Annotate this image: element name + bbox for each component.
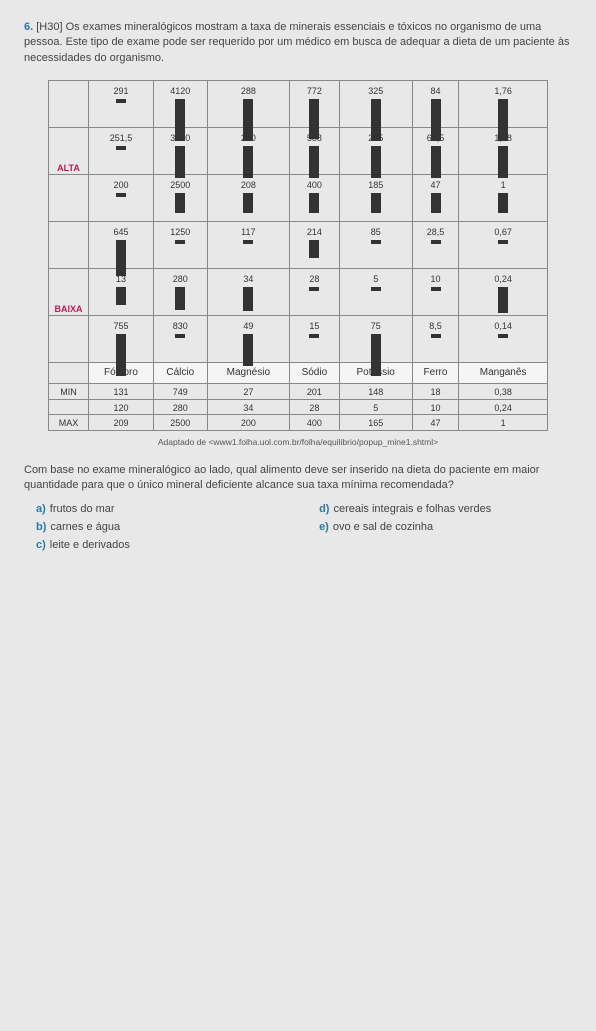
answer-options: a)frutos do mar b)carnes e água c)leite …: [36, 502, 572, 560]
chart-row: ALTA 251,5 3510 260 588 245 65,5 1,38: [49, 128, 548, 175]
row-spacer: [49, 81, 89, 128]
col-header: Ferro: [412, 363, 458, 384]
ref-val: 120: [89, 399, 154, 415]
question-number: 6.: [24, 21, 33, 33]
chart-cell: 291: [89, 83, 153, 127]
chart-row: 200 2500 208 400 185 47 1: [49, 175, 548, 222]
max-val: 209: [89, 415, 154, 431]
source-text: Adaptado de <www1.folha.uol.com.br/folha…: [24, 437, 572, 449]
option-d: d)cereais integrais e folhas verdes: [319, 502, 491, 517]
ref-val: 28: [290, 399, 339, 415]
max-val: 165: [339, 415, 412, 431]
min-val: 148: [339, 384, 412, 400]
ref-val: 34: [207, 399, 290, 415]
option-b: b)carnes e água: [36, 520, 316, 535]
option-e: e)ovo e sal de cozinha: [319, 520, 491, 535]
max-val: 400: [290, 415, 339, 431]
col-header: Magnésio: [207, 363, 290, 384]
row-label-baixa: BAIXA: [49, 269, 89, 316]
min-label: MIN: [49, 384, 89, 400]
min-row: MIN 131 749 27 201 148 18 0,38: [49, 384, 548, 400]
chart-table: 291 4120 288 772 325 84 1,76 ALTA 251,5 …: [48, 80, 548, 431]
question-text: Com base no exame mineralógico ao lado, …: [24, 463, 572, 494]
max-val: 2500: [153, 415, 207, 431]
col-header: Sódio: [290, 363, 339, 384]
max-val: 1: [459, 415, 548, 431]
col-header: Cálcio: [153, 363, 207, 384]
chart-row: 645 1250 117 214 85 28,5 0,67: [49, 222, 548, 269]
max-row: MAX 209 2500 200 400 165 47 1: [49, 415, 548, 431]
ref-val: 10: [412, 399, 458, 415]
max-val: 47: [412, 415, 458, 431]
mineral-chart: 291 4120 288 772 325 84 1,76 ALTA 251,5 …: [48, 80, 548, 431]
ref-val: 5: [339, 399, 412, 415]
min-val: 18: [412, 384, 458, 400]
option-c: c)leite e derivados: [36, 538, 316, 553]
question-tag: [H30]: [36, 21, 62, 33]
min-val: 201: [290, 384, 339, 400]
max-val: 200: [207, 415, 290, 431]
ref-val: 0,24: [459, 399, 548, 415]
option-a: a)frutos do mar: [36, 502, 316, 517]
col-header: Manganês: [459, 363, 548, 384]
intro-text: Os exames mineralógicos mostram a taxa d…: [24, 21, 569, 64]
question-intro: 6. [H30] Os exames mineralógicos mostram…: [24, 20, 572, 66]
chart-row: 291 4120 288 772 325 84 1,76: [49, 81, 548, 128]
min-val: 131: [89, 384, 154, 400]
row-label-alta: ALTA: [49, 128, 89, 175]
ref-val: 280: [153, 399, 207, 415]
min-val: 749: [153, 384, 207, 400]
min-val: 0,38: [459, 384, 548, 400]
chart-row: 755 830 49 15 75 8,5 0,14: [49, 316, 548, 363]
max-label: MAX: [49, 415, 89, 431]
ref-row: 120 280 34 28 5 10 0,24: [49, 399, 548, 415]
min-val: 27: [207, 384, 290, 400]
chart-row: BAIXA 13 280 34 28 5 10 0,24: [49, 269, 548, 316]
